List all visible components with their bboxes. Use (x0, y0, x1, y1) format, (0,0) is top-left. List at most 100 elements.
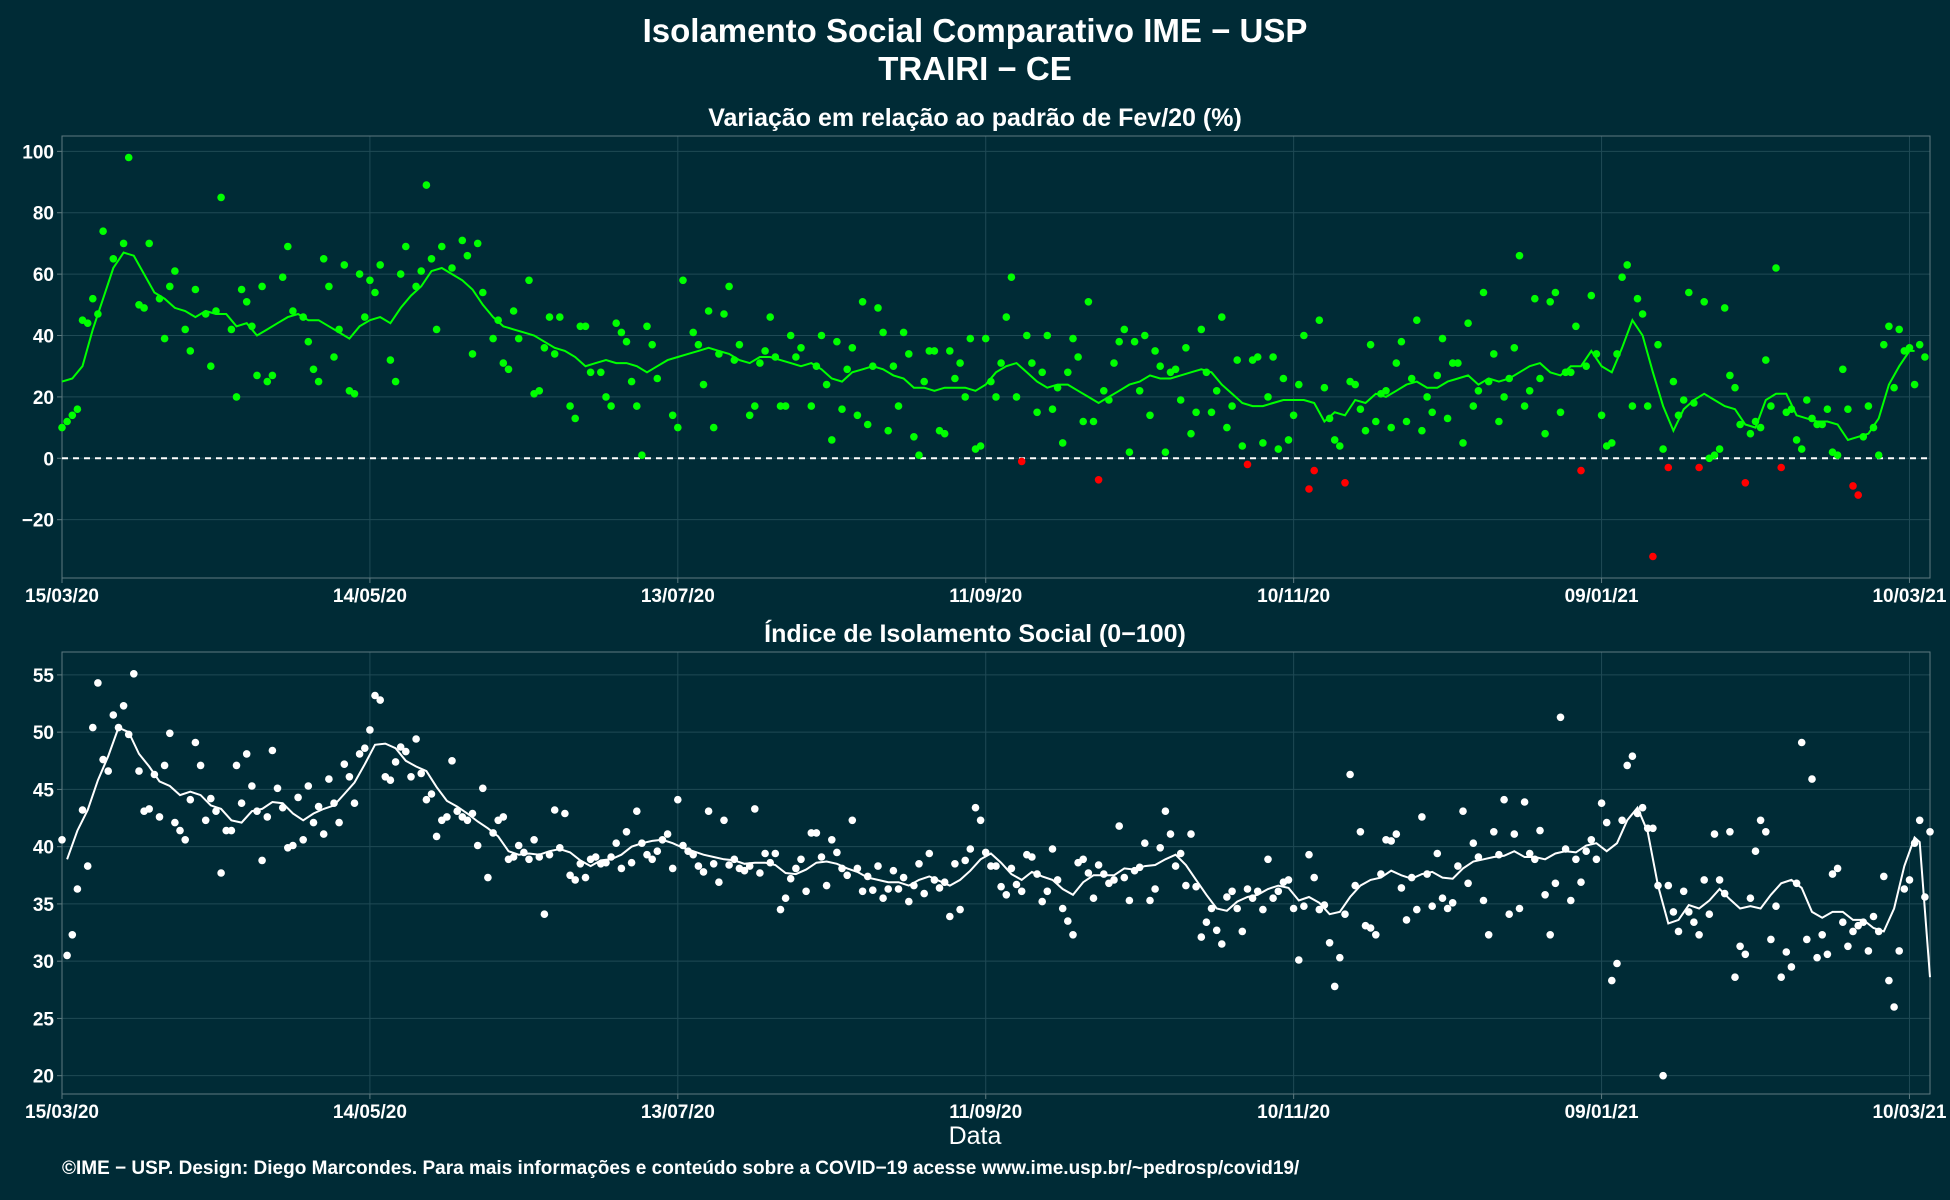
panel-2-data-point (166, 729, 174, 738)
panel-1-data-point (124, 153, 133, 162)
panel-1-data-point (1792, 436, 1801, 444)
panel-1-data-point (1572, 322, 1580, 331)
panel-2-data-point (1864, 947, 1873, 955)
panel-1-data-point (1659, 445, 1667, 453)
panel-1-title: Variação em relação ao padrão de Fev/20 … (708, 104, 1242, 132)
panel-1-data-point (499, 359, 508, 367)
panel-2-data-point (838, 864, 846, 873)
panel-2-data-point (1705, 910, 1714, 918)
panel-1-data-point (992, 393, 1000, 401)
panel-2-data-point (745, 862, 754, 870)
panel-2-data-point (1207, 904, 1216, 913)
panel-2-data-point (376, 696, 385, 704)
panel-2-data-point (391, 758, 400, 766)
panel-2-data-point (1161, 807, 1170, 815)
panel-1-data-point (622, 337, 631, 346)
panel-1-data-point (1428, 408, 1436, 417)
panel-2-data-point (689, 850, 697, 859)
panel-2-data-point (1726, 828, 1734, 836)
panel-1-data-point (319, 254, 328, 263)
panel-1-data-point (535, 387, 544, 395)
panel-2-data-point (1315, 905, 1324, 914)
panel-2-data-point (1413, 905, 1421, 914)
panel-2-data-point (935, 884, 944, 892)
panel-2-data-point (797, 855, 805, 864)
panel-1-data-point (1803, 396, 1811, 404)
panel-2-data-point (976, 816, 985, 825)
panel-1-data-point (1500, 393, 1508, 401)
panel-2-data-point (119, 702, 128, 710)
panel-2-data-point (946, 912, 954, 921)
panel-2-data-point (1490, 828, 1498, 836)
panel-1-data-point (458, 236, 467, 245)
panel-1-data-point (1141, 331, 1149, 340)
panel-1-data-point (889, 362, 898, 371)
panel-1-data-point (976, 442, 985, 450)
panel-1-x-tick-label: 09/01/21 (1565, 586, 1639, 607)
panel-1-y-tick-label: 100 (22, 142, 54, 163)
panel-1-data-point (99, 227, 107, 235)
panel-2-data-point (176, 826, 184, 835)
panel-1-data-point (704, 307, 713, 315)
panel-1-data-point (956, 359, 964, 367)
panel-1-data-point (1531, 294, 1539, 303)
panel-1-data-point (627, 377, 636, 386)
panel-2-data-point (468, 809, 477, 818)
panel-2-data-point (1043, 887, 1052, 896)
panel-2-data-point (396, 743, 405, 751)
panel-1-data-point (1577, 466, 1585, 475)
panel-2-data-point (1787, 963, 1796, 971)
panel-1-data-point (1223, 423, 1231, 432)
panel-1-data-point (376, 261, 385, 269)
panel-1-data-point (1023, 331, 1031, 340)
panel-2-data-point (1264, 855, 1272, 864)
panel-2-data-point (1058, 904, 1067, 913)
panel-2-data-point (1762, 828, 1770, 836)
panel-1-data-point (1690, 399, 1698, 407)
panel-2-data-point (1115, 822, 1123, 830)
panel-1-data-point (1397, 337, 1406, 346)
panel-1-data-point (1597, 411, 1606, 420)
panel-1-data-point (966, 334, 975, 343)
panel-2-data-point (566, 871, 574, 880)
panel-2-data-point (1017, 887, 1026, 896)
panel-2-data-point (1525, 849, 1534, 858)
panel-2-data-point (915, 860, 923, 868)
panel-1-data-point (1567, 368, 1575, 377)
panel-2-data-point (1679, 887, 1688, 896)
panel-1-data-point (653, 374, 662, 383)
panel-2-data-point (1500, 795, 1508, 804)
panel-2-data-point (1192, 882, 1200, 891)
panel-2-data-point (217, 869, 225, 877)
panel-1-data-point (284, 242, 292, 251)
panel-1-data-point (1910, 380, 1919, 389)
panel-2-data-point (520, 848, 528, 857)
panel-1-data-point (709, 423, 718, 432)
panel-2-data-point (499, 813, 508, 821)
panel-2-data-point (663, 830, 672, 838)
panel-2-data-point (1700, 876, 1708, 884)
panel-2-data-point (1248, 894, 1257, 902)
panel-1-data-point (1218, 313, 1226, 321)
panel-1-data-point (232, 393, 241, 401)
panel-2-data-point (355, 750, 364, 758)
panel-2-data-point (479, 784, 487, 793)
panel-2-data-point (1079, 855, 1087, 864)
panel-1-data-point (1151, 347, 1159, 355)
panel-1-data-point (1895, 325, 1903, 334)
panel-1-data-point (160, 334, 169, 343)
panel-2-data-point (1474, 853, 1483, 861)
panel-1-data-point (1356, 405, 1365, 414)
panel-2-data-point (930, 876, 939, 884)
panel-2-data-point (1295, 956, 1303, 964)
panel-1-data-point (1484, 377, 1493, 386)
panel-2-data-point (997, 882, 1005, 891)
panel-2-y-tick-label: 30 (33, 952, 54, 973)
panel-2-data-point (699, 868, 708, 876)
panel-2-data-point (1839, 918, 1847, 926)
panel-1-data-point (1726, 371, 1734, 380)
panel-2-data-point (109, 711, 118, 719)
panel-2-data-point (1253, 887, 1262, 896)
panel-2-data-point (1587, 836, 1596, 844)
panel-1-data-point (1418, 426, 1426, 435)
